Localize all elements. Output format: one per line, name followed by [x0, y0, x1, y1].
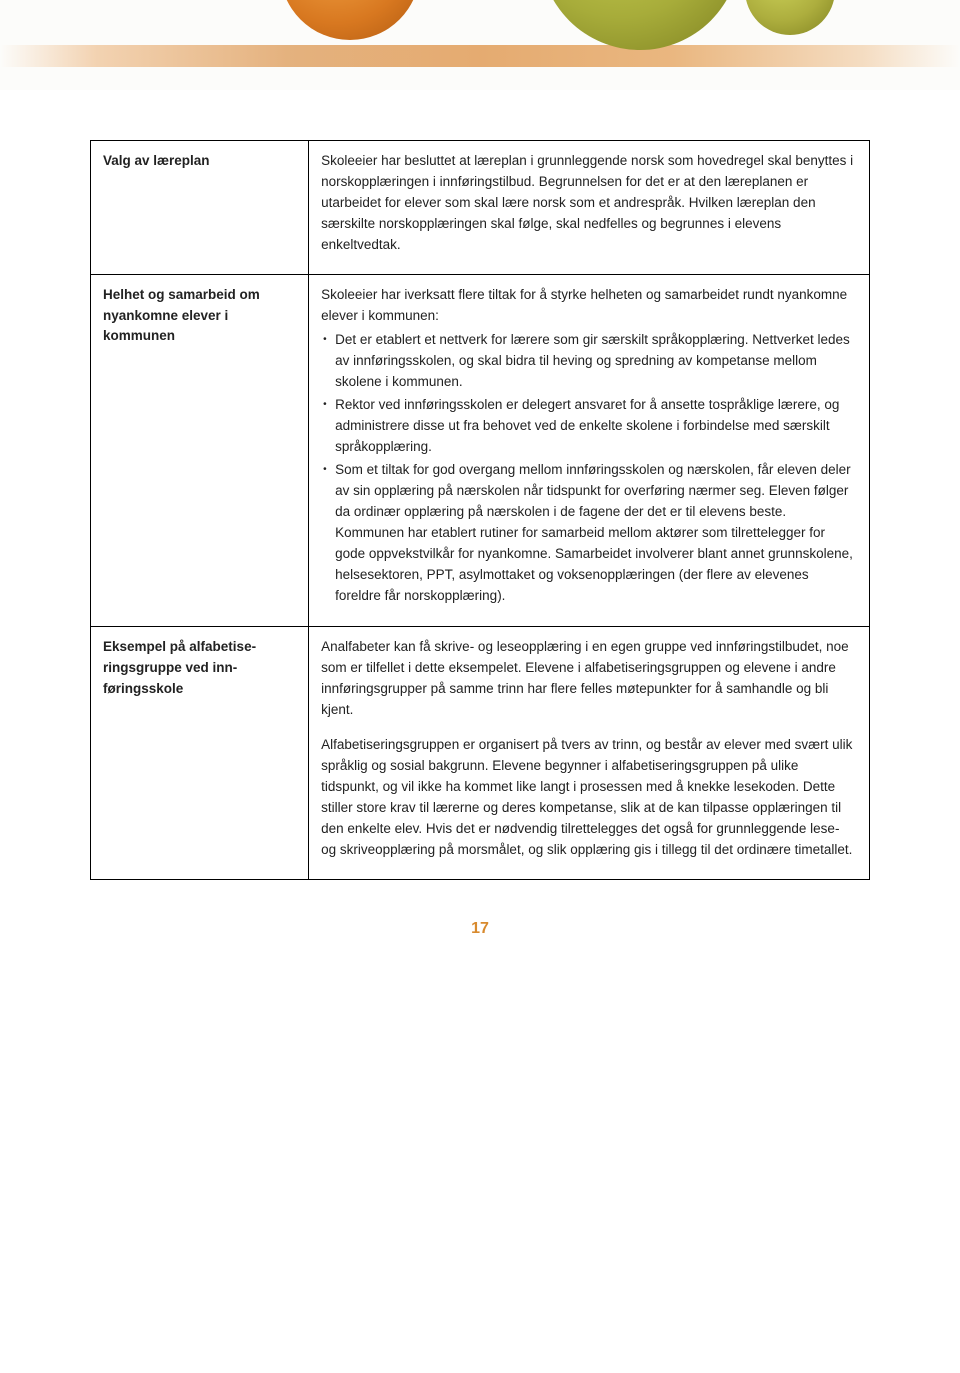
- header-circle-olive-small: [745, 0, 835, 35]
- table-row: Helhet og samarbeid om nyankomne elever …: [91, 274, 870, 627]
- header-circle-orange: [280, 0, 420, 40]
- row-label: Valg av læreplan: [91, 141, 309, 275]
- list-item: Det er etablert et nettverk for lærere s…: [321, 330, 857, 393]
- page-content: Valg av læreplan Skoleeier har besluttet…: [0, 90, 960, 978]
- row-intro: Skoleeier har iverksatt flere tiltak for…: [321, 285, 857, 327]
- paragraph: Alfabetiseringsgruppen er organisert på …: [321, 735, 857, 861]
- row-label: Eksempel på alfabetise­ringsgruppe ved i…: [91, 627, 309, 879]
- bullet-list: Det er etablert et nettverk for lærere s…: [321, 330, 857, 606]
- header-circle-olive-large: [540, 0, 740, 50]
- row-body: Analfabeter kan få skrive- og leseopplær…: [309, 627, 870, 879]
- paragraph: Analfabeter kan få skrive- og leseopplær…: [321, 637, 857, 721]
- row-label: Helhet og samarbeid om nyankomne elever …: [91, 274, 309, 627]
- header-decoration: [0, 0, 960, 90]
- document-table: Valg av læreplan Skoleeier har besluttet…: [90, 140, 870, 880]
- page-number: 17: [90, 920, 870, 938]
- list-item: Som et tiltak for god overgang mellom in…: [321, 460, 857, 606]
- table-row: Eksempel på alfabetise­ringsgruppe ved i…: [91, 627, 870, 879]
- row-body: Skoleeier har iverksatt flere tiltak for…: [309, 274, 870, 627]
- row-body: Skoleeier har besluttet at læreplan i gr…: [309, 141, 870, 275]
- table-row: Valg av læreplan Skoleeier har besluttet…: [91, 141, 870, 275]
- list-item: Rektor ved innføringsskolen er delegert …: [321, 395, 857, 458]
- header-band: [0, 45, 960, 67]
